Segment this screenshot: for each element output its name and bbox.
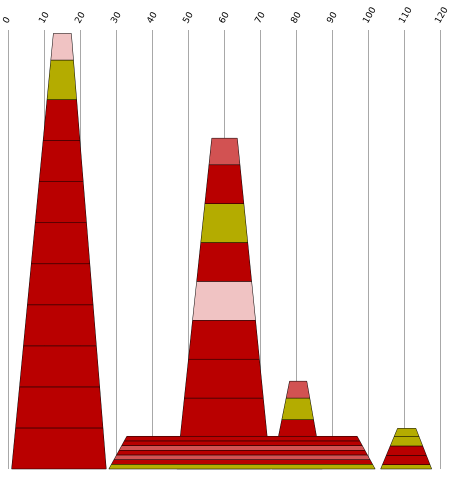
shape-4-segment-1 — [108, 464, 376, 470]
shape-2-segment-5 — [192, 281, 256, 321]
shape-3-segment-5 — [285, 380, 311, 399]
shape-1-segment-7 — [34, 181, 87, 224]
shape-3-segment-4 — [281, 397, 314, 420]
x-tick-label-90: 90 — [325, 10, 340, 25]
x-tick-label-110: 110 — [397, 5, 414, 25]
shape-5-segment-4 — [389, 436, 424, 447]
x-tick-label-50: 50 — [181, 10, 196, 25]
x-tick-label-60: 60 — [217, 10, 232, 25]
shape-5-segment-2 — [382, 455, 431, 465]
shape-1-segment-1 — [11, 427, 107, 470]
shape-5-segment-3 — [385, 445, 427, 456]
x-tick-label-40: 40 — [145, 10, 160, 25]
shape-1-segment-10 — [46, 59, 77, 100]
shape-1-segment-2 — [15, 386, 104, 429]
shape-1-segment-3 — [19, 345, 100, 388]
shape-4-segment-7 — [123, 435, 361, 442]
shape-1-segment-4 — [23, 304, 97, 347]
shape-2 — [176, 137, 271, 470]
x-tick-label-20: 20 — [73, 10, 88, 25]
x-gridlines — [8, 30, 441, 469]
x-tick-label-120: 120 — [433, 5, 450, 25]
shape-1-segment-9 — [42, 99, 81, 141]
shape-1-segment-5 — [27, 263, 94, 306]
shape-5-segment-1 — [380, 464, 433, 470]
shape-4 — [108, 435, 376, 470]
x-tick-labels: 0 10 20 30 40 50 60 70 80 90 100 110 120 — [1, 5, 450, 25]
shape-1 — [11, 33, 107, 470]
x-tick-label-70: 70 — [253, 10, 268, 25]
shape-5-segment-5 — [393, 428, 420, 437]
shape-1-segment-8 — [38, 140, 84, 182]
x-tick-label-10: 10 — [37, 10, 52, 25]
shape-1-segment-11 — [50, 33, 74, 61]
shape-2-segment-2 — [179, 397, 268, 438]
shape-2-segment-7 — [200, 203, 249, 243]
plot-area — [11, 33, 433, 470]
shape-4-segment-3 — [113, 454, 371, 460]
shape-2-segment-9 — [208, 137, 241, 166]
shape-5 — [380, 428, 433, 470]
shape-1-segment-6 — [30, 222, 91, 265]
shape-2-segment-8 — [204, 164, 245, 204]
x-tick-label-80: 80 — [289, 10, 304, 25]
shape-2-segment-3 — [184, 358, 264, 399]
shape-4-segment-2 — [110, 459, 374, 465]
shape-2-segment-4 — [188, 320, 260, 360]
x-tick-label-0: 0 — [1, 15, 13, 25]
shape-4-segment-5 — [118, 445, 366, 451]
shape-4-segment-6 — [121, 440, 363, 446]
shape-2-segment-6 — [196, 242, 252, 282]
x-tick-label-30: 30 — [109, 10, 124, 25]
x-tick-label-100: 100 — [361, 5, 378, 25]
shape-4-segment-4 — [116, 450, 368, 456]
